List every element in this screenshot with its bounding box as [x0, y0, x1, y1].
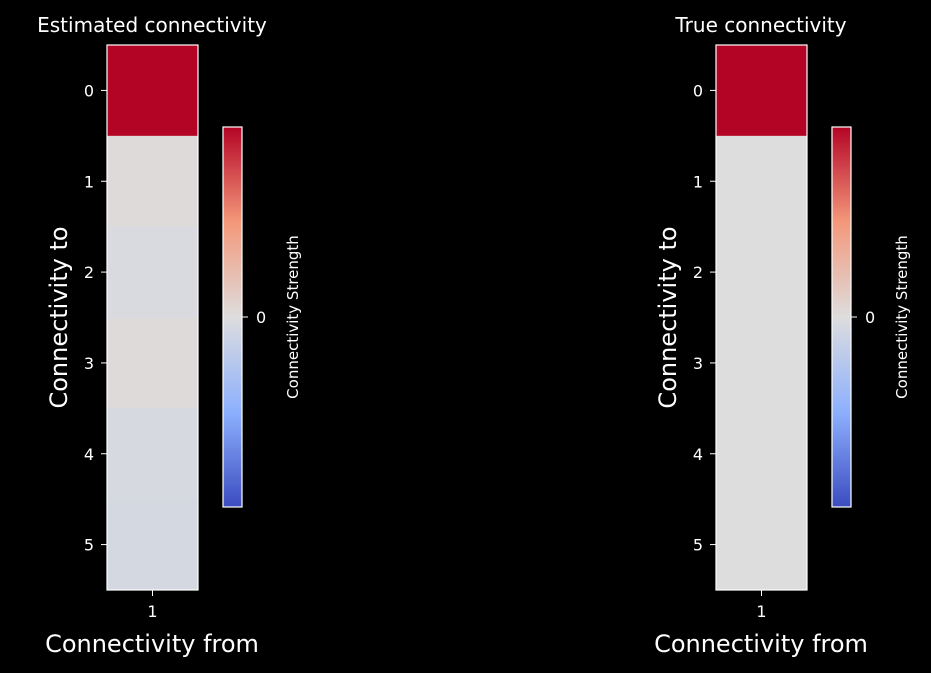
y-tick-label: 2 [84, 263, 94, 282]
y-tick-label: 4 [693, 445, 703, 464]
x-axis-label: Connectivity from [654, 630, 868, 658]
x-tick-label: 1 [147, 602, 157, 621]
y-tick-label: 5 [84, 536, 94, 555]
y-tick-label: 1 [693, 172, 703, 191]
heatmap-cell [107, 45, 198, 137]
heatmap-cell [107, 135, 198, 228]
heatmap-panel-0: Estimated connectivity 0 1 2 3 4 5 1 Connectivit… [37, 13, 302, 658]
heatmap-cell [107, 408, 198, 500]
panel-title: True connectivity [674, 13, 846, 37]
y-tick-label: 0 [84, 81, 94, 100]
heatmap-cell [716, 408, 807, 500]
colorbar [222, 126, 243, 508]
colorbar-label: Connectivity Strength [893, 235, 911, 399]
heatmap-cell [107, 499, 198, 591]
y-tick-label: 2 [693, 263, 703, 282]
colorbar-tick-label: 0 [256, 308, 266, 327]
colorbar-tick-label: 0 [865, 308, 875, 327]
colorbar [831, 126, 852, 508]
y-tick-label: 0 [693, 81, 703, 100]
y-axis-label: Connectivity to [654, 226, 682, 408]
heatmap-cell [107, 226, 198, 318]
panel-title: Estimated connectivity [37, 13, 267, 37]
y-axis-label: Connectivity to [45, 226, 73, 408]
heatmap-cell [716, 317, 807, 409]
y-tick-label: 4 [84, 445, 94, 464]
x-tick-label: 1 [756, 602, 766, 621]
y-tick-label: 5 [693, 536, 703, 555]
heatmap-cell [107, 317, 198, 409]
y-tick-label: 3 [693, 354, 703, 373]
heatmap-cell [716, 499, 807, 591]
colorbar-label: Connectivity Strength [284, 235, 302, 399]
heatmap-cell [716, 226, 807, 318]
heatmap-cell [716, 135, 807, 228]
x-axis-label: Connectivity from [45, 630, 259, 658]
y-tick-label: 3 [84, 354, 94, 373]
heatmap-panel-1: True connectivity 0 1 2 3 4 5 1 Connectivity fro… [654, 13, 911, 658]
y-tick-label: 1 [84, 172, 94, 191]
heatmap-cell [716, 45, 807, 137]
